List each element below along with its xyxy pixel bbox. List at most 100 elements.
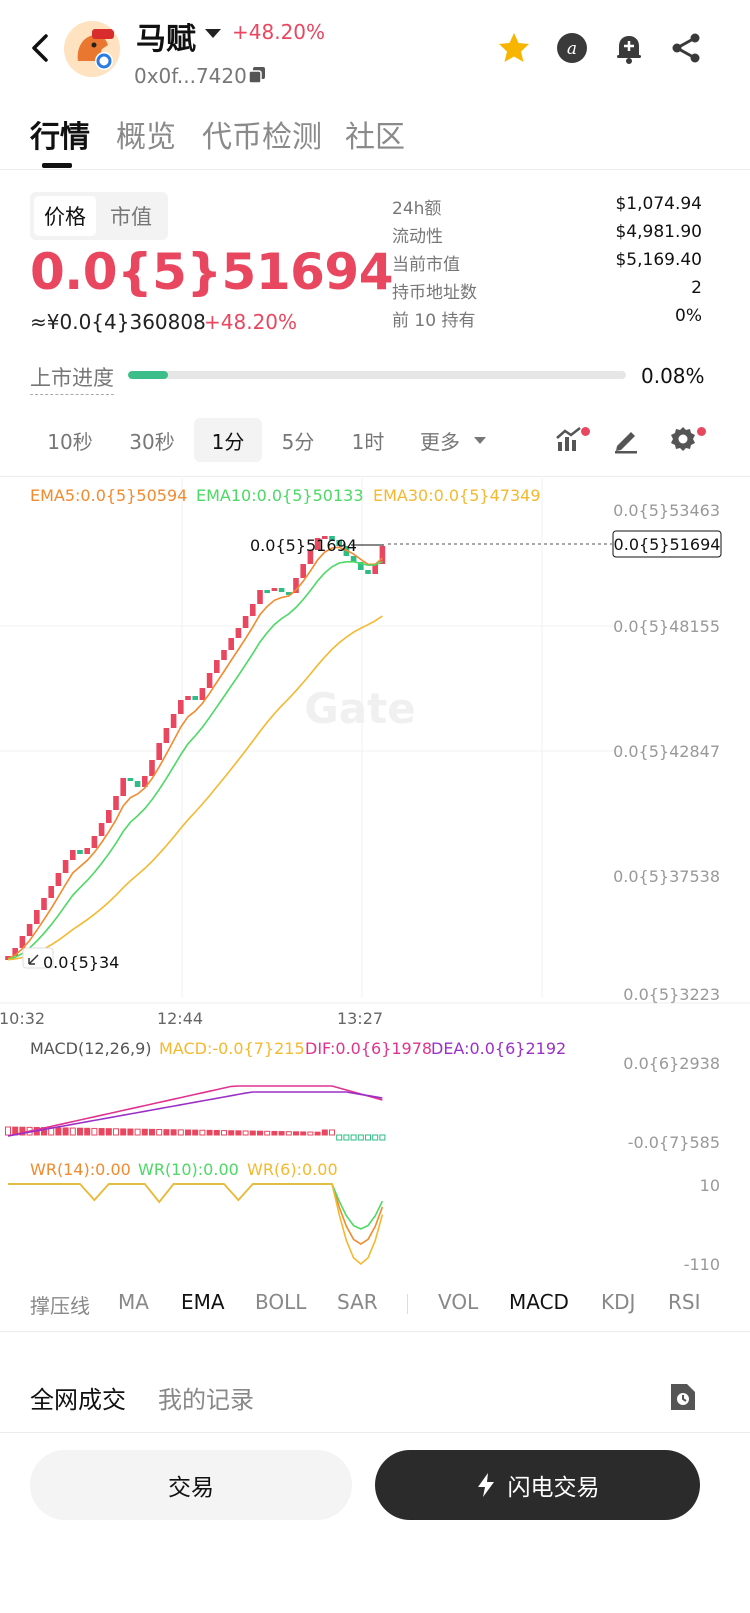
candle (278, 588, 285, 592)
macd-bar (235, 1130, 242, 1136)
chevron-down-icon[interactable] (205, 29, 221, 38)
candle (48, 886, 54, 898)
kline-chart[interactable]: Gate 0.0{5}51694 0.0{5}51694 0.0{5}34 0.… (0, 478, 750, 1288)
interval-more[interactable]: 更多 (420, 429, 460, 454)
macd-bar (350, 1134, 357, 1141)
flash-trade-label: 闪电交易 (507, 1475, 600, 1501)
candle (350, 556, 357, 562)
progress-fill (128, 371, 168, 379)
stat-value: $1,074.94 (615, 194, 702, 214)
add-alert-icon[interactable] (611, 30, 647, 66)
tab-overview[interactable]: 概览 (116, 120, 176, 155)
copy-icon[interactable] (248, 66, 266, 84)
candle (77, 850, 83, 854)
star-icon[interactable] (496, 30, 532, 66)
macd-bar (329, 1129, 335, 1136)
indicator-sar[interactable]: SAR (337, 1290, 378, 1314)
macd-bar (357, 1134, 364, 1141)
indicator-boll[interactable]: BOLL (255, 1290, 307, 1314)
price-change: +48.20% (204, 310, 298, 334)
document-clock-icon[interactable] (669, 1382, 697, 1412)
tab-all-trades[interactable]: 全网成交 (30, 1386, 126, 1414)
divider (0, 169, 750, 170)
macd-bar (163, 1129, 170, 1136)
settings-gear-icon[interactable] (668, 424, 698, 454)
indicator-ema[interactable]: EMA (181, 1290, 225, 1314)
ema-line (7, 546, 383, 960)
macd-axis-bottom: -0.0{7}585 (628, 1133, 720, 1152)
current-price-tag (612, 530, 722, 558)
macd-bar (98, 1128, 105, 1136)
tab-token-check[interactable]: 代币检测 (202, 120, 322, 155)
indicator-ma[interactable]: MA (118, 1290, 149, 1314)
draw-pen-icon[interactable] (611, 424, 641, 454)
interval-10s[interactable]: 10秒 (47, 429, 93, 454)
indicator-vol[interactable]: VOL (438, 1290, 479, 1314)
candle (372, 564, 378, 574)
interval-5m[interactable]: 5分 (281, 429, 315, 454)
listing-progress-bar (128, 371, 626, 379)
macd-bar (221, 1130, 227, 1136)
macd-value: MACD:-0.0{7}215 (159, 1039, 305, 1058)
macd-bar (5, 1126, 11, 1136)
share-icon[interactable] (668, 30, 704, 66)
macd-bar (149, 1128, 155, 1136)
tab-community[interactable]: 社区 (345, 120, 405, 155)
ema-lines (7, 546, 383, 961)
indicator-macd[interactable]: MACD (509, 1290, 569, 1314)
macd-bar (170, 1129, 177, 1136)
high-price-label: 0.0{5}51694 (250, 536, 357, 555)
toggle-mcap[interactable]: 市值 (110, 205, 152, 229)
ema-line (7, 560, 383, 961)
candle (34, 910, 40, 924)
coin-name[interactable]: 马赋 (136, 22, 196, 57)
macd-title: MACD(12,26,9) (30, 1039, 152, 1058)
price-mcap-toggle: 价格 市值 (30, 192, 168, 240)
divider (0, 476, 750, 477)
toggle-price[interactable]: 价格 (34, 196, 96, 236)
stat-label: 前 10 持有 (392, 311, 476, 331)
flash-trade-button[interactable]: 闪电交易 (375, 1450, 700, 1520)
listing-progress-label[interactable]: 上市进度 (30, 362, 114, 395)
alpha-icon[interactable]: a (554, 30, 590, 66)
tab-market[interactable]: 行情 (30, 120, 90, 155)
x-axis-label: 10:32 (0, 1009, 45, 1028)
candle (257, 590, 263, 604)
indicator-chart-icon[interactable] (554, 424, 584, 454)
candle (134, 781, 141, 787)
candle (206, 673, 213, 688)
indicator-kdj[interactable]: KDJ (601, 1290, 636, 1314)
candle (19, 936, 26, 948)
candle (228, 638, 234, 650)
interval-30s[interactable]: 30秒 (129, 429, 175, 454)
dif-value: DIF:0.0{6}1978 (305, 1039, 432, 1058)
chevron-down-icon[interactable] (474, 437, 486, 444)
macd-bar (379, 1134, 386, 1141)
trade-button[interactable]: 交易 (30, 1450, 352, 1520)
interval-1h[interactable]: 1时 (351, 429, 385, 454)
wr10-value: WR(10):0.00 (138, 1160, 239, 1179)
stat-value: $5,169.40 (615, 250, 702, 270)
indicator-rsi[interactable]: RSI (668, 1290, 700, 1314)
candle (55, 873, 62, 886)
back-icon[interactable] (26, 30, 56, 66)
macd-bar (372, 1134, 379, 1141)
candle (365, 570, 371, 574)
candle (106, 810, 112, 823)
macd-bar (69, 1127, 76, 1136)
macd-bar (321, 1129, 328, 1136)
candle (127, 778, 134, 781)
indicator-support-resistance[interactable]: 撑压线 (30, 1294, 90, 1318)
wr6-value: WR(6):0.00 (247, 1160, 338, 1179)
candle (286, 592, 292, 595)
macd-bar (285, 1131, 292, 1136)
macd-bar (77, 1127, 83, 1136)
interval-1m[interactable]: 1分 (194, 418, 262, 462)
candle (329, 536, 335, 540)
candle (12, 948, 18, 956)
ema-line (7, 615, 383, 961)
notification-dot (581, 427, 590, 436)
tab-my-records[interactable]: 我的记录 (158, 1386, 254, 1414)
macd-bar (127, 1128, 134, 1136)
x-axis-label: 13:27 (337, 1009, 383, 1028)
